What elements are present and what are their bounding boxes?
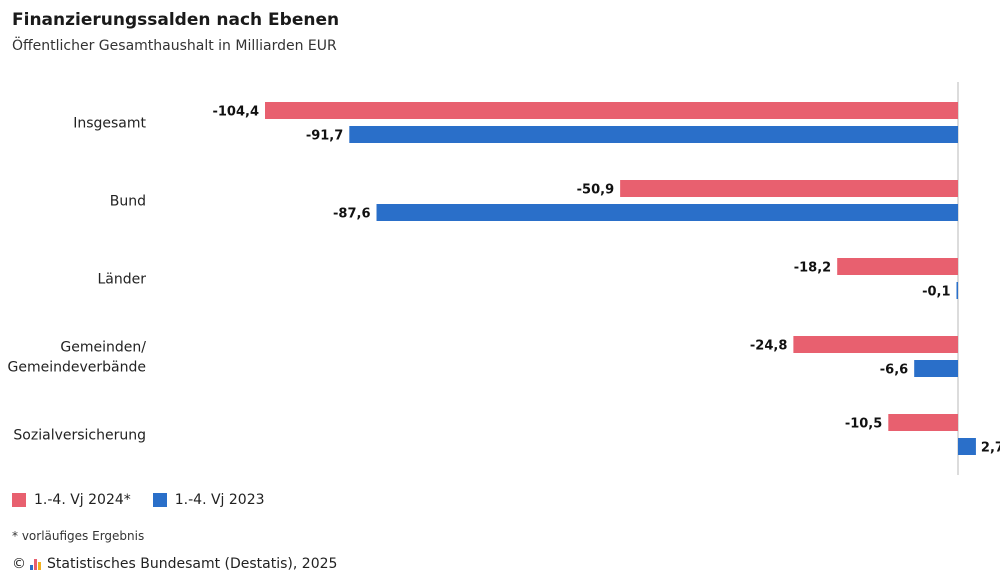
legend-label-2023: 1.-4. Vj 2023: [174, 492, 265, 508]
value-label: -10,5: [845, 417, 882, 432]
value-label: -0,1: [922, 285, 950, 300]
value-label: -50,9: [577, 183, 614, 198]
category-label: Bund: [110, 194, 146, 210]
value-label: -87,6: [333, 207, 370, 222]
value-label: -6,6: [880, 363, 908, 378]
bar-2023: [956, 282, 958, 299]
legend-swatch-2024: [12, 493, 26, 507]
bar-2024: [265, 102, 958, 119]
category-label: Insgesamt: [73, 116, 146, 132]
legend: 1.-4. Vj 2024* 1.-4. Vj 2023: [12, 492, 265, 508]
chart-title: Finanzierungssalden nach Ebenen: [12, 10, 340, 30]
destatis-logo-icon: [30, 558, 41, 570]
bar-2023: [958, 438, 976, 455]
copyright-symbol: ©: [12, 556, 26, 572]
category-label: Länder: [97, 272, 146, 288]
value-label: 2,7: [981, 441, 1000, 456]
bar-2024: [620, 180, 958, 197]
legend-label-2024: 1.-4. Vj 2024*: [34, 492, 131, 508]
value-label: -24,8: [750, 339, 787, 354]
bar-2023: [349, 126, 958, 143]
category-label: Gemeinden/Gemeindeverbände: [8, 340, 147, 376]
source-line: © Statistisches Bundesamt (Destatis), 20…: [12, 556, 337, 572]
bar-2023: [376, 204, 959, 221]
category-label: Sozialversicherung: [13, 428, 146, 444]
bar-2024: [888, 414, 958, 431]
bar-2023: [914, 360, 958, 377]
legend-item-2024: 1.-4. Vj 2024*: [12, 492, 131, 508]
bar-2024: [793, 336, 958, 353]
legend-swatch-2023: [152, 493, 167, 507]
value-label: -18,2: [794, 261, 831, 276]
chart-subtitle: Öffentlicher Gesamthaushalt in Milliarde…: [12, 38, 337, 54]
legend-item-2023: 1.-4. Vj 2023: [152, 492, 265, 508]
footnote: * vorläufiges Ergebnis: [12, 529, 145, 543]
value-label: -104,4: [212, 105, 259, 120]
source-text: Statistisches Bundesamt (Destatis), 2025: [47, 556, 338, 572]
bar-2024: [837, 258, 958, 275]
value-label: -91,7: [306, 129, 343, 144]
